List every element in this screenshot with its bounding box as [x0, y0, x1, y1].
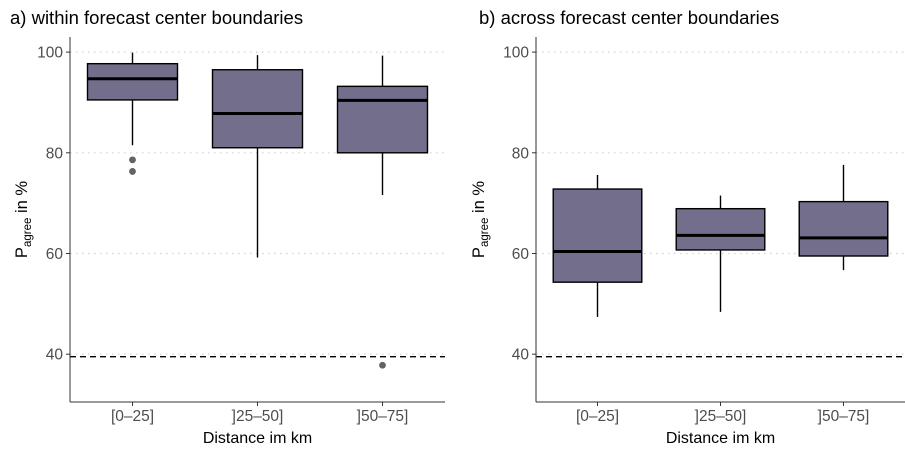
y-axis-title: Pagree in %	[470, 181, 491, 258]
y-tick-label: 60	[512, 246, 530, 263]
x-axis-title: Distance im km	[666, 430, 775, 447]
box-body	[336, 85, 429, 154]
box-body	[675, 207, 766, 251]
y-tick-label: 40	[512, 347, 530, 364]
x-tick-label: ]25–50]	[232, 408, 284, 425]
chart-title: b) across forecast center boundaries	[479, 7, 779, 28]
y-tick-label: 80	[512, 145, 530, 162]
box-body	[552, 188, 643, 283]
y-tick-label: 60	[46, 246, 64, 263]
y-tick-label: 40	[46, 347, 64, 364]
outlier-point	[129, 168, 136, 175]
x-tick-label: ]50–75]	[357, 408, 409, 425]
x-tick-label: [0–25]	[111, 408, 154, 425]
outlier-point	[129, 156, 136, 164]
x-axis-title: Distance im km	[203, 430, 312, 447]
chart-title: a) within forecast center boundaries	[10, 7, 303, 28]
y-tick-label: 100	[503, 45, 529, 62]
x-tick-label: [0–25]	[576, 408, 619, 425]
y-axis-title: Pagree in %	[13, 181, 34, 258]
y-tick-label: 80	[46, 145, 64, 162]
x-tick-label: ]50–75]	[818, 408, 870, 425]
panel-a: a) within forecast center boundaries 40 60…	[10, 7, 445, 447]
box-1	[86, 52, 179, 175]
box-2	[675, 195, 766, 312]
x-tick-label: ]25–50]	[695, 408, 747, 425]
box-3	[336, 55, 429, 369]
panel-b: b) across forecast center boundaries 40 60…	[470, 7, 905, 447]
box-2	[211, 55, 304, 258]
box-body	[211, 69, 304, 149]
box-1	[552, 174, 643, 317]
box-body	[798, 200, 889, 257]
box-body	[86, 62, 179, 101]
box-3	[798, 164, 889, 271]
outlier-point	[379, 361, 386, 369]
y-tick-label: 100	[37, 45, 63, 62]
